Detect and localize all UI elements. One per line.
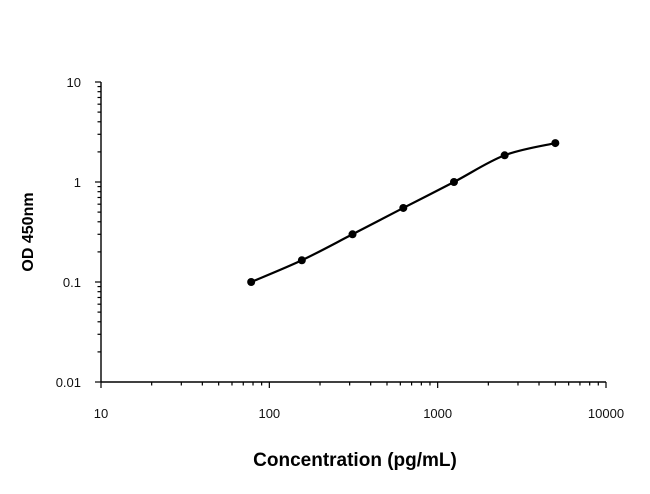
data-point [297,256,306,265]
x-tick-label: 100 [258,406,280,421]
y-tick-label: 10 [67,75,81,90]
data-point [449,178,458,186]
y-tick-labels: 0.01 0.1 1 10 [56,75,81,390]
data-point [500,151,509,160]
y-tick-label: 1 [74,175,81,190]
series-points [247,139,560,286]
series-line [250,142,556,284]
x-axis-title: Concentration (pg/mL) [253,450,457,471]
data-point [399,203,408,212]
y-tick-label: 0.1 [63,275,81,290]
y-tick-label: 0.01 [56,375,81,390]
x-tick-label: 1000 [423,406,452,421]
x-tick-label: 10 [94,406,108,421]
x-tick-label: 10000 [588,406,624,421]
x-tick-labels: 10 100 1000 10000 [94,406,624,421]
x-axis-ticks [100,382,607,388]
y-axis-title: OD 450nm [20,192,37,271]
data-point [348,230,357,239]
data-point [551,139,560,148]
y-axis-ticks [95,81,101,383]
data-point [247,278,256,286]
